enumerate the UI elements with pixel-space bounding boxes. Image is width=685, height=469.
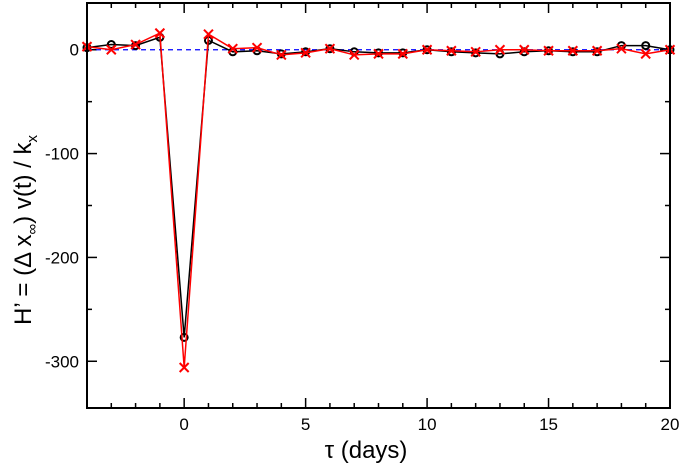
data-point bbox=[543, 45, 554, 56]
data-point-stroke bbox=[178, 362, 190, 373]
data-point-stroke bbox=[421, 44, 433, 55]
data-point-stroke bbox=[276, 49, 287, 61]
y-axis-label-sub2: x bbox=[24, 134, 41, 142]
series-line bbox=[86, 36, 671, 338]
data-point bbox=[640, 48, 651, 60]
plot-frame bbox=[86, 2, 671, 409]
data-point-stroke bbox=[324, 43, 336, 54]
x-tick-label: 0 bbox=[179, 415, 188, 434]
data-point-stroke bbox=[154, 27, 166, 39]
data-point bbox=[591, 45, 603, 56]
y-axis-label-sub: ∞ bbox=[24, 224, 41, 235]
data-point bbox=[374, 48, 383, 58]
data-point bbox=[178, 362, 190, 373]
data-point-stroke bbox=[373, 48, 384, 60]
data-point bbox=[227, 43, 238, 54]
data-point-stroke bbox=[300, 47, 311, 59]
data-point-stroke bbox=[106, 44, 117, 55]
y-axis-label-mid: ) v(t) / k bbox=[10, 141, 37, 223]
data-point-stroke bbox=[494, 44, 506, 55]
data-point bbox=[130, 39, 141, 50]
x-tick-label: 15 bbox=[539, 415, 558, 434]
x-axis-label: τ (days) bbox=[325, 437, 408, 464]
x-tick-label: 20 bbox=[661, 415, 680, 434]
data-point-stroke bbox=[349, 49, 360, 61]
x-tick-label: 5 bbox=[301, 415, 310, 434]
data-point bbox=[106, 44, 117, 55]
data-point-stroke bbox=[567, 45, 579, 56]
data-point-stroke bbox=[203, 28, 214, 40]
data-point bbox=[106, 40, 116, 50]
data-point bbox=[446, 47, 456, 57]
data-point bbox=[300, 47, 311, 59]
data-point bbox=[179, 332, 189, 342]
series-line bbox=[86, 31, 671, 368]
data-point-stroke bbox=[130, 39, 141, 50]
data-point bbox=[567, 45, 579, 56]
data-point bbox=[154, 27, 166, 39]
data-point-stroke bbox=[227, 43, 238, 54]
data-point-stroke bbox=[616, 43, 627, 54]
data-point bbox=[470, 46, 481, 58]
data-point bbox=[641, 41, 651, 51]
data-point bbox=[519, 44, 530, 55]
data-point-stroke bbox=[470, 46, 481, 58]
data-point bbox=[592, 47, 602, 57]
ticks-layer bbox=[86, 3, 671, 408]
data-point bbox=[446, 45, 457, 56]
data-point bbox=[349, 49, 360, 61]
tick-labels-layer: 0 5 10 15 20 0 -100 -200 -300 bbox=[45, 41, 679, 434]
data-point-stroke bbox=[591, 45, 603, 56]
y-axis-label: H’ = (Δ x∞) v(t) / kx bbox=[10, 134, 41, 325]
data-point-stroke bbox=[543, 45, 554, 56]
data-point-stroke bbox=[446, 45, 457, 56]
series-1 bbox=[81, 27, 676, 373]
data-point bbox=[494, 44, 506, 55]
data-point-stroke bbox=[640, 48, 651, 60]
data-point bbox=[203, 28, 214, 40]
data-point bbox=[373, 48, 384, 60]
series-layer bbox=[81, 27, 676, 373]
data-point bbox=[276, 49, 287, 61]
data-point bbox=[616, 43, 627, 54]
data-point bbox=[251, 42, 263, 53]
data-point-stroke bbox=[397, 48, 408, 60]
y-tick-label: -100 bbox=[45, 145, 79, 164]
data-point-stroke bbox=[251, 42, 263, 53]
y-tick-label: -200 bbox=[45, 248, 79, 267]
data-point bbox=[471, 48, 481, 58]
data-point bbox=[421, 44, 433, 55]
y-tick-label: 0 bbox=[70, 41, 79, 60]
series-0 bbox=[82, 32, 675, 342]
x-tick-label: 10 bbox=[418, 415, 437, 434]
data-point bbox=[324, 43, 336, 54]
data-point bbox=[568, 47, 578, 57]
data-point bbox=[519, 47, 529, 57]
data-point-stroke bbox=[519, 44, 530, 55]
y-axis-label-base: H’ = (Δ x bbox=[10, 235, 37, 326]
data-point bbox=[397, 48, 408, 60]
y-tick-label: -300 bbox=[45, 352, 79, 371]
